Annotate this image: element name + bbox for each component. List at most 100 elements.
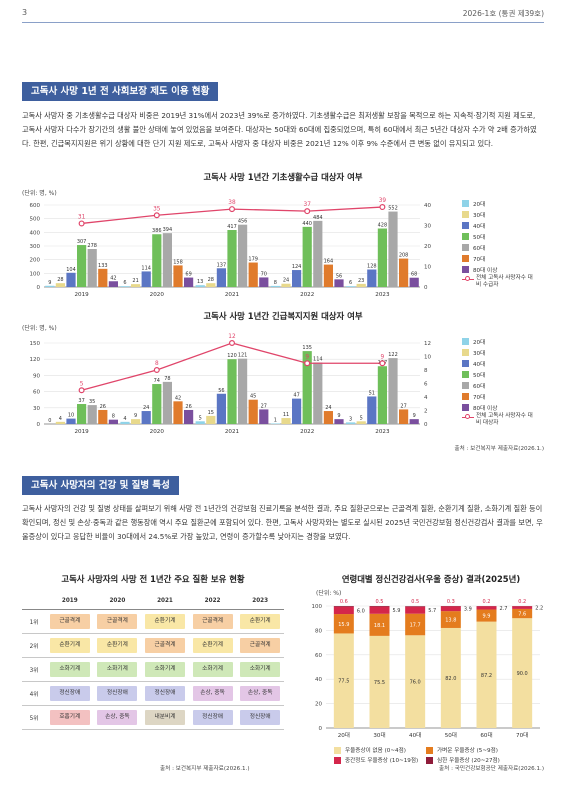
chart2-bar-label: 122 xyxy=(388,352,398,358)
chart2-ratio-label: 5 xyxy=(80,381,84,387)
chart2-bar xyxy=(131,419,141,424)
legend-item: 20대 xyxy=(462,198,536,209)
disease-chip: 손상, 중독 xyxy=(240,686,281,701)
chart2-y2tick: 6 xyxy=(424,382,428,388)
chart2-bar xyxy=(292,398,302,424)
chart1-y2tick: 20 xyxy=(424,244,431,250)
legend-label: 80대 이상 xyxy=(473,267,498,274)
chart1-ratio-label: 31 xyxy=(78,214,86,220)
chart2-bar xyxy=(173,401,183,424)
chart3-legend-item: 중간정도 우울증상 (10~19점) xyxy=(334,756,426,764)
chart2-bar xyxy=(108,419,118,424)
chart2-title: 고독사 사망 1년간 긴급복지지원 대상자 여부 xyxy=(203,311,363,321)
chart2-y2tick: 4 xyxy=(424,395,428,401)
chart1-bar-label: 386 xyxy=(152,228,162,234)
chart2-ratio-label: 9 xyxy=(381,354,385,360)
chart1-bar-label: 42 xyxy=(110,275,116,281)
chart2-ytick: 120 xyxy=(30,357,41,363)
disease-chip: 순환기계 xyxy=(144,614,185,629)
chart2-bar-label: 56 xyxy=(218,388,224,394)
disease-chip: 내분비계 xyxy=(144,710,185,725)
chart3-svg: 0 20 40 60 80 100 20대 77.5 15.9 6.0 0.6 30대 75.5 18.1… xyxy=(312,599,544,739)
legend-label: 60대 xyxy=(473,245,486,252)
chart2-bar-label: 120 xyxy=(227,353,237,359)
chart1-bar xyxy=(238,224,248,287)
chart2-y2tick: 10 xyxy=(424,355,431,361)
chart1-bar xyxy=(367,269,377,287)
disease-chip: 소화기계 xyxy=(240,662,281,677)
chart3-segment xyxy=(333,606,354,607)
chart3-segment xyxy=(440,611,461,628)
chart2-y2tick: 8 xyxy=(424,368,428,374)
chart2-xtick: 2021 xyxy=(225,429,240,435)
chart2-bar xyxy=(409,419,419,424)
chart3-segment xyxy=(369,613,390,636)
chart2-bar-label: 37 xyxy=(78,398,84,404)
chart3-segment-label: 82.0 xyxy=(445,676,456,682)
chart2-bar xyxy=(313,362,323,424)
chart1-xtick: 2020 xyxy=(150,292,165,298)
chart2-ytick: 30 xyxy=(33,406,40,412)
legend-label: 30대 xyxy=(473,212,486,219)
chart2-bar-label: 4 xyxy=(123,416,126,422)
table-cell: 내분비계 xyxy=(141,705,189,730)
chart2-ratio-label: 9 xyxy=(305,354,309,360)
chart1-bar-label: 104 xyxy=(66,267,76,273)
chart1-ytick: 600 xyxy=(30,203,41,209)
chart1-bar xyxy=(162,233,172,287)
table-row: 2위 순환기계 순환기계 근골격계 순환기계 근골격계 xyxy=(22,633,284,658)
chart2-bar xyxy=(216,393,226,424)
table-cell: 근골격계 xyxy=(93,609,142,634)
chart2-bar-label: 4 xyxy=(59,416,62,422)
legend-line-marker xyxy=(462,275,474,283)
chart1-bar-label: 9 xyxy=(48,280,51,286)
page-header: 3 2026-1호 (통권 제39호) xyxy=(0,0,566,26)
table-corner xyxy=(22,593,46,610)
disease-chip: 근골격계 xyxy=(97,614,138,629)
chart1-bar-label: 8 xyxy=(274,280,277,286)
chart3-legend: 우울증상이 없음 (0~4점) 가벼운 우울증상 (5~9점) 중간정도 우울증상 … xyxy=(334,745,518,765)
chart3-segment-label: 6.0 xyxy=(357,608,365,614)
chart3-legend-label: 우울증상이 없음 (0~4점) xyxy=(345,748,406,754)
legend-swatch xyxy=(462,338,469,345)
table-cell: 정신장애 xyxy=(46,681,94,706)
disease-chip: 근골격계 xyxy=(144,638,185,653)
chart2-bar xyxy=(238,358,248,424)
chart3-segment xyxy=(405,635,426,728)
chart3-segment xyxy=(369,606,390,607)
table-title: 고독사 사망자의 사망 전 1년간 주요 질환 보유 현황 xyxy=(61,574,245,584)
table-rank: 1위 xyxy=(22,609,46,634)
issue-label: 2026-1호 (통권 제39호) xyxy=(462,9,544,18)
chart2-bar xyxy=(323,411,333,424)
legend-item: 30대 xyxy=(462,209,536,220)
chart2-ratio-point xyxy=(229,340,236,347)
legend-line-label: 전체 고독사 사망자수 대비 대상자 xyxy=(476,413,533,426)
chart2-bar-label: 121 xyxy=(238,353,248,359)
chart1-unit: (단위: 명, %) xyxy=(22,190,57,197)
chart2-bar-label: 1 xyxy=(274,417,277,423)
table-cell: 소화기계 xyxy=(236,657,284,682)
chart3-xtick: 70대 xyxy=(516,731,528,739)
chart3-segment xyxy=(405,606,426,614)
chart2-bar-label: 24 xyxy=(143,405,149,411)
chart2-bar-label: 10 xyxy=(68,413,74,419)
chart1-ytick: 0 xyxy=(37,285,41,291)
chart2-unit: (단위: 명, %) xyxy=(22,325,57,332)
chart3-ytick: 0 xyxy=(319,726,323,732)
legend-swatch xyxy=(462,371,469,378)
chart3-segment-label: 5.7 xyxy=(428,608,436,614)
table-year-header: 2019 xyxy=(46,593,94,610)
chart3-ytick: 80 xyxy=(315,628,322,634)
chart3-segment xyxy=(333,606,354,615)
chart2-bar-label: 135 xyxy=(302,345,312,351)
chart1-bar-label: 552 xyxy=(388,206,398,212)
chart2-bar-label: 27 xyxy=(400,403,406,409)
chart3-legend-swatch xyxy=(426,756,433,764)
table-year-header: 2020 xyxy=(93,593,142,610)
chart2-bar-label: 3 xyxy=(349,416,352,422)
chart1-bar xyxy=(270,285,280,287)
chart3-xtick: 60대 xyxy=(480,731,492,739)
chart3-segment-label: 9.9 xyxy=(483,614,491,620)
chart3-segment-label: 90.0 xyxy=(517,671,528,677)
